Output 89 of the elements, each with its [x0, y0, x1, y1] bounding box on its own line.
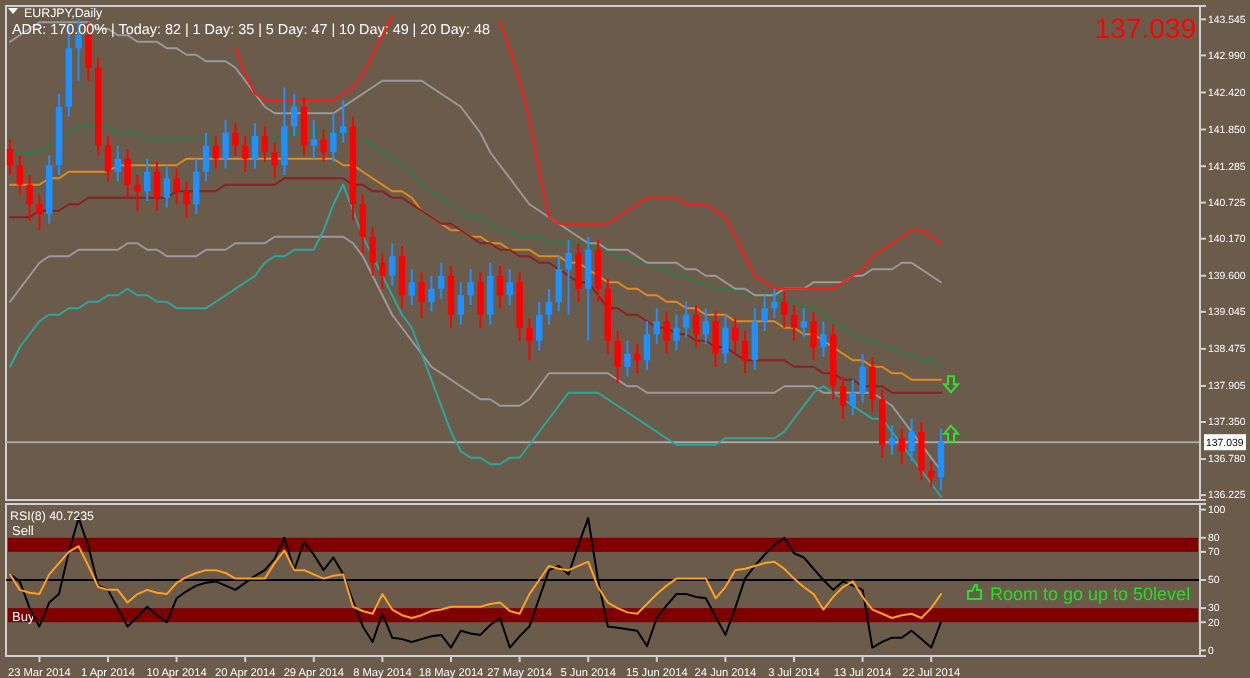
candlestick	[408, 268, 415, 306]
candlestick	[869, 356, 876, 414]
candlestick	[251, 122, 259, 170]
candlestick	[614, 330, 621, 384]
candlestick	[702, 307, 709, 345]
candlestick	[330, 112, 337, 163]
candlestick	[820, 320, 827, 358]
candlestick	[144, 157, 151, 202]
candlestick	[163, 164, 170, 209]
candlestick	[183, 180, 190, 219]
candlestick	[438, 261, 445, 300]
line-series	[9, 21, 942, 297]
candlestick	[232, 122, 239, 157]
candlestick	[271, 141, 278, 180]
candlestick	[898, 427, 905, 466]
candlestick	[683, 300, 690, 339]
candlestick	[692, 304, 700, 349]
candlestick	[16, 154, 23, 196]
candlestick	[643, 320, 651, 371]
candlestick	[712, 310, 719, 368]
candlestick	[761, 294, 768, 332]
candlestick	[26, 174, 33, 222]
candlestick	[291, 92, 298, 137]
candlestick	[496, 265, 504, 310]
candlestick	[379, 252, 386, 290]
candlestick	[879, 388, 886, 459]
candlestick	[663, 310, 670, 355]
candlestick	[300, 96, 308, 157]
candlestick	[594, 239, 602, 303]
candlestick	[839, 375, 847, 420]
candlestick	[800, 307, 807, 339]
candlestick	[173, 167, 180, 206]
candlestick	[849, 378, 856, 417]
candlestick	[212, 135, 219, 170]
candlestick	[565, 239, 572, 316]
candlestick	[673, 313, 680, 352]
candlestick	[526, 317, 533, 362]
candlestick	[487, 261, 494, 326]
candlestick	[398, 245, 406, 310]
candlestick	[771, 287, 778, 319]
candlestick	[359, 193, 366, 254]
candlestick	[124, 148, 131, 199]
candlestick	[340, 99, 347, 144]
candlestick	[859, 352, 866, 404]
candlestick	[202, 131, 210, 183]
candlestick	[918, 421, 925, 482]
text: Room to go up to 50level	[990, 584, 1191, 604]
candlestick	[585, 235, 592, 342]
candlestick	[36, 193, 43, 232]
candlestick	[653, 307, 660, 345]
candlestick	[790, 304, 798, 342]
candlestick	[732, 317, 739, 355]
candlestick	[722, 313, 729, 365]
candlestick	[751, 307, 758, 371]
candlestick	[888, 424, 896, 456]
candlestick	[428, 274, 435, 313]
candlestick	[369, 226, 376, 277]
candlestick	[908, 417, 915, 462]
candlestick	[418, 271, 425, 319]
candlestick	[193, 157, 200, 215]
text: 137.039	[1094, 12, 1197, 44]
candlestick	[516, 271, 523, 342]
candlestick	[222, 118, 229, 170]
candlestick	[477, 271, 484, 329]
candlestick	[153, 161, 161, 212]
candlestick	[810, 310, 817, 362]
candlestick	[134, 174, 141, 212]
candlestick	[741, 330, 749, 375]
candlestick	[555, 255, 562, 313]
candlestick	[261, 125, 268, 163]
candlestick	[320, 128, 327, 163]
candlestick	[6, 138, 14, 176]
candlestick	[457, 281, 464, 326]
candlestick	[545, 287, 553, 326]
candlestick	[624, 339, 631, 378]
candlestick	[114, 144, 121, 183]
candlestick	[575, 242, 582, 303]
candlestick	[281, 86, 288, 176]
candlestick	[937, 427, 945, 492]
candlestick	[447, 265, 455, 329]
candlestick	[506, 268, 513, 306]
candlestick	[310, 118, 317, 160]
candlestick	[536, 300, 543, 352]
candlestick	[242, 135, 249, 173]
candlestick	[104, 135, 112, 183]
candlestick	[781, 291, 788, 329]
line-series	[9, 183, 942, 498]
candlestick	[389, 242, 396, 287]
candlestick	[467, 268, 474, 306]
